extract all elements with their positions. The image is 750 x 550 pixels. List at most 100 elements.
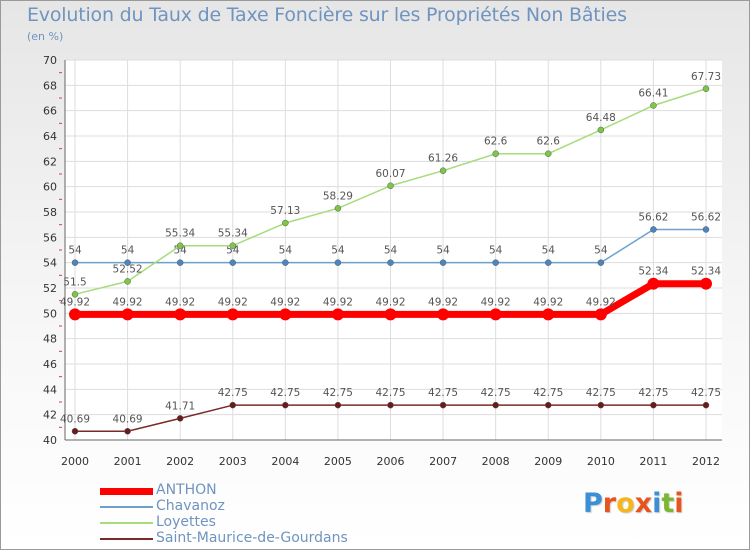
data-label-anthon: 49.92 — [113, 296, 143, 308]
data-label-anthon: 52.34 — [691, 266, 721, 278]
y-tick-label: 66 — [43, 105, 57, 118]
data-label-anthon: 49.92 — [323, 296, 353, 308]
data-point-anthon — [437, 308, 450, 321]
data-label-loyettes: 51.5 — [63, 276, 86, 288]
data-label-saint-maurice-de-gourdans: 40.69 — [60, 413, 90, 425]
x-tick-label: 2007 — [429, 455, 457, 468]
data-label-chavanoz: 54 — [489, 245, 503, 257]
data-label-loyettes: 64.48 — [586, 112, 616, 124]
data-point-chavanoz — [597, 259, 605, 266]
data-label-anthon: 49.92 — [586, 296, 616, 308]
x-tick-label: 2005 — [324, 455, 352, 468]
data-point-chavanoz — [282, 259, 289, 266]
data-label-saint-maurice-de-gourdans: 42.75 — [481, 387, 511, 399]
y-tick-label: 68 — [43, 79, 57, 92]
data-label-chavanoz: 54 — [384, 245, 398, 257]
data-point-chavanoz — [229, 259, 236, 266]
legend-swatch-loyettes — [100, 522, 153, 524]
logo-letter: P — [583, 488, 603, 519]
data-label-chavanoz: 54 — [68, 245, 82, 257]
data-point-chavanoz — [702, 226, 710, 233]
x-tick-label: 2000 — [61, 455, 89, 468]
data-label-loyettes: 55.34 — [218, 228, 248, 240]
data-label-chavanoz: 54 — [594, 245, 608, 257]
data-label-chavanoz: 54 — [542, 245, 556, 257]
y-tick-label: 60 — [43, 181, 57, 194]
data-point-chavanoz — [334, 259, 342, 266]
x-tick-label: 2009 — [534, 455, 562, 468]
legend-label-chavanoz: Chavanoz — [156, 498, 225, 514]
logo-letter: r — [602, 488, 617, 519]
data-point-loyettes — [334, 205, 342, 212]
data-point-chavanoz — [650, 226, 657, 233]
data-point-saint-maurice-de-gourdans — [545, 401, 552, 409]
x-tick-label: 2010 — [587, 455, 615, 468]
proxiti-logo: Proxiti — [583, 488, 684, 519]
logo-letter: o — [616, 488, 635, 519]
x-tick-label: 2002 — [166, 455, 194, 468]
data-label-saint-maurice-de-gourdans: 42.75 — [218, 387, 248, 399]
x-tick-label: 2001 — [114, 455, 142, 468]
data-point-loyettes — [702, 85, 710, 93]
data-label-anthon: 49.92 — [375, 296, 405, 308]
data-point-loyettes — [650, 102, 657, 109]
x-tick-label: 2011 — [639, 455, 667, 468]
data-label-chavanoz: 54 — [226, 245, 240, 257]
logo-letter: x — [634, 488, 653, 519]
legend-swatch-saint-maurice-de-gourdans — [100, 538, 153, 540]
data-point-saint-maurice-de-gourdans — [387, 401, 394, 409]
chart-title: Evolution du Taux de Taxe Foncière sur l… — [27, 4, 627, 26]
data-point-saint-maurice-de-gourdans — [71, 428, 79, 435]
logo-letter: i — [652, 488, 662, 519]
data-label-anthon: 49.92 — [60, 296, 90, 308]
data-label-chavanoz: 54 — [279, 245, 293, 257]
data-point-loyettes — [545, 150, 552, 157]
data-label-chavanoz: 56.62 — [691, 211, 721, 223]
y-tick-label: 52 — [43, 282, 57, 295]
y-tick-label: 42 — [43, 409, 57, 422]
data-label-loyettes: 62.6 — [537, 136, 561, 148]
data-label-loyettes: 55.34 — [165, 228, 195, 240]
data-point-saint-maurice-de-gourdans — [702, 401, 710, 409]
x-tick-label: 2012 — [692, 455, 720, 468]
data-point-anthon — [384, 308, 397, 321]
data-label-saint-maurice-de-gourdans: 42.75 — [638, 387, 668, 399]
chart-subtitle: (en %) — [27, 30, 64, 43]
data-point-saint-maurice-de-gourdans — [334, 401, 342, 409]
data-label-saint-maurice-de-gourdans: 42.75 — [428, 387, 458, 399]
data-point-saint-maurice-de-gourdans — [229, 401, 236, 409]
y-tick-label: 54 — [43, 257, 57, 270]
x-tick-label: 2008 — [482, 455, 510, 468]
data-point-loyettes — [124, 278, 131, 285]
data-point-anthon — [594, 308, 607, 321]
data-point-chavanoz — [439, 259, 447, 266]
data-point-saint-maurice-de-gourdans — [439, 401, 447, 409]
y-tick-label: 46 — [43, 358, 57, 371]
data-label-anthon: 49.92 — [165, 296, 195, 308]
data-point-saint-maurice-de-gourdans — [282, 401, 289, 409]
data-point-anthon — [69, 308, 81, 321]
data-point-chavanoz — [124, 259, 131, 266]
y-tick-label: 62 — [43, 155, 57, 168]
legend-label-saint-maurice-de-gourdans: Saint-Maurice-de-Gourdans — [156, 530, 348, 546]
data-label-chavanoz: 54 — [121, 245, 135, 257]
y-tick-label: 44 — [43, 383, 57, 396]
data-point-saint-maurice-de-gourdans — [597, 401, 605, 409]
data-point-saint-maurice-de-gourdans — [650, 401, 657, 409]
y-tick-label: 70 — [43, 54, 57, 67]
y-tick-label: 64 — [43, 130, 57, 143]
logo-letter: t — [661, 488, 675, 519]
x-tick-label: 2003 — [219, 455, 247, 468]
data-label-loyettes: 60.07 — [375, 168, 405, 180]
data-point-loyettes — [387, 182, 394, 190]
data-label-loyettes: 66.41 — [638, 87, 668, 99]
data-label-chavanoz: 54 — [436, 245, 450, 257]
data-label-loyettes: 61.26 — [428, 153, 458, 165]
data-label-loyettes: 52.52 — [113, 263, 143, 275]
data-point-saint-maurice-de-gourdans — [492, 401, 499, 409]
data-point-anthon — [700, 277, 712, 290]
data-label-anthon: 49.92 — [533, 296, 563, 308]
data-label-chavanoz: 54 — [331, 245, 345, 257]
y-tick-label: 48 — [43, 333, 57, 346]
data-label-anthon: 49.92 — [270, 296, 300, 308]
